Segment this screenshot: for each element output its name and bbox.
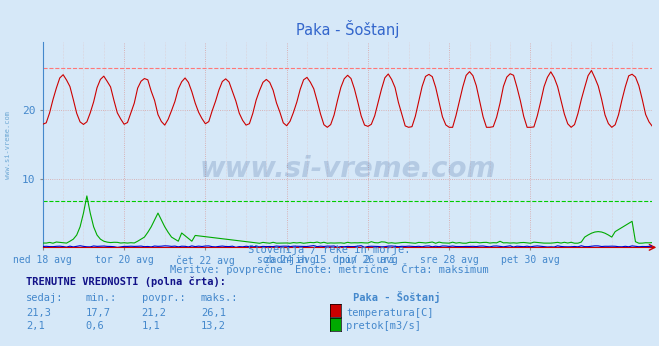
Text: sedaj:: sedaj:: [26, 293, 64, 303]
Text: 26,1: 26,1: [201, 308, 226, 318]
Text: 0,6: 0,6: [86, 321, 104, 331]
Text: Paka - Šoštanj: Paka - Šoštanj: [353, 291, 440, 303]
Text: 1,1: 1,1: [142, 321, 160, 331]
Text: 2,1: 2,1: [26, 321, 45, 331]
Text: Meritve: povprečne  Enote: metrične  Črta: maksimum: Meritve: povprečne Enote: metrične Črta:…: [170, 263, 489, 275]
Text: 21,2: 21,2: [142, 308, 167, 318]
Text: povpr.:: povpr.:: [142, 293, 185, 303]
Text: min.:: min.:: [86, 293, 117, 303]
Title: Paka - Šoštanj: Paka - Šoštanj: [296, 20, 399, 38]
Text: maks.:: maks.:: [201, 293, 239, 303]
Text: pretok[m3/s]: pretok[m3/s]: [346, 321, 421, 331]
Text: www.si-vreme.com: www.si-vreme.com: [5, 111, 11, 179]
Text: www.si-vreme.com: www.si-vreme.com: [200, 155, 496, 183]
Text: temperatura[C]: temperatura[C]: [346, 308, 434, 318]
Text: TRENUTNE VREDNOSTI (polna črta):: TRENUTNE VREDNOSTI (polna črta):: [26, 277, 226, 288]
Text: zadnjih 15 dni/ 2 uri: zadnjih 15 dni/ 2 uri: [264, 255, 395, 265]
Text: 13,2: 13,2: [201, 321, 226, 331]
Text: 21,3: 21,3: [26, 308, 51, 318]
Text: Slovenija / reke in morje.: Slovenija / reke in morje.: [248, 245, 411, 255]
Text: 17,7: 17,7: [86, 308, 111, 318]
